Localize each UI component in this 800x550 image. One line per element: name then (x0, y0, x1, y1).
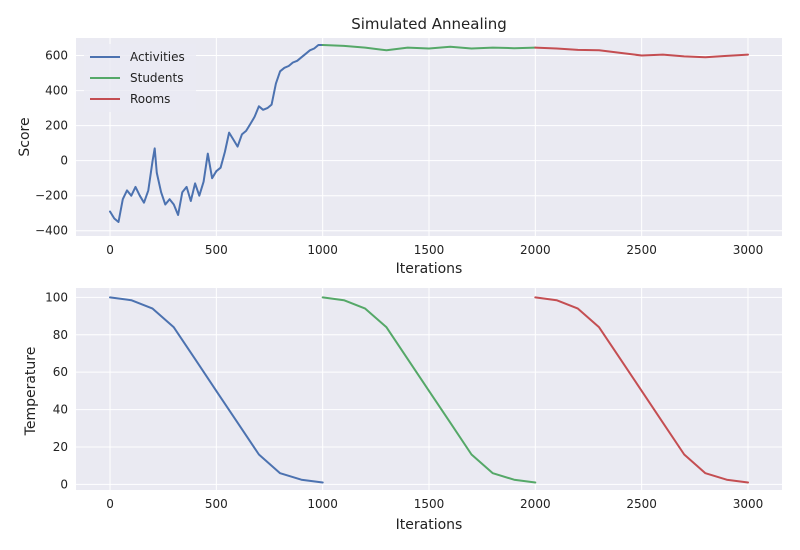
temperature-line-rooms (534, 296, 749, 484)
legend-label-rooms: Rooms (130, 92, 170, 106)
temperature-grid (76, 288, 782, 490)
legend: Activities Students Rooms (84, 44, 196, 112)
temperature-x-tick-label: 2500 (626, 497, 657, 511)
score-line-rooms (534, 46, 749, 59)
temperature-x-axis-label: Iterations (396, 517, 463, 533)
temperature-y-tick-label: 20 (53, 440, 68, 454)
score-lines (109, 44, 749, 223)
score-x-tick-label: 2000 (520, 243, 551, 257)
temperature-line-students (321, 296, 537, 484)
score-line-students (321, 44, 537, 52)
temperature-subplot: 0 500 1000 1500 2000 2500 3000 0 20 40 60 80 100 Ite… (23, 288, 782, 533)
score-y-tick-label: 200 (45, 119, 68, 133)
temperature-y-tick-label: 100 (45, 290, 68, 304)
temperature-x-tick-label: 500 (205, 497, 228, 511)
score-x-tick-label: 1000 (307, 243, 338, 257)
temperature-y-tick-label: 60 (53, 365, 68, 379)
temperature-x-tick-label: 2000 (520, 497, 551, 511)
temperature-x-tick-label: 1000 (307, 497, 338, 511)
legend-entry-activities: Activities (90, 50, 185, 64)
temperature-x-tick-label: 3000 (733, 497, 764, 511)
legend-label-activities: Activities (130, 50, 185, 64)
score-x-tick-label: 500 (205, 243, 228, 257)
score-ticks: 0 500 1000 1500 2000 2500 3000 −400 −200 0 200 400 6… (35, 49, 763, 257)
temperature-x-tick-label: 0 (106, 497, 114, 511)
legend-entry-rooms: Rooms (90, 92, 170, 106)
score-x-tick-label: 3000 (733, 243, 764, 257)
score-y-tick-label: −200 (35, 189, 68, 203)
temperature-y-tick-label: 40 (53, 403, 68, 417)
score-y-tick-label: 600 (45, 49, 68, 63)
temperature-y-tick-label: 0 (60, 477, 68, 491)
score-y-tick-label: −400 (35, 224, 68, 238)
temperature-y-tick-label: 80 (53, 328, 68, 342)
score-line-activities (109, 44, 324, 223)
score-x-tick-label: 0 (106, 243, 114, 257)
score-x-tick-label: 2500 (626, 243, 657, 257)
chart-title: Simulated Annealing (351, 15, 507, 33)
score-x-axis-label: Iterations (396, 261, 463, 277)
score-y-tick-label: 0 (60, 154, 68, 168)
temperature-x-tick-label: 1500 (414, 497, 445, 511)
score-subplot: 0 500 1000 1500 2000 2500 3000 −400 −200 0 200 400 6… (17, 15, 782, 277)
temperature-line-activities (109, 296, 324, 484)
legend-entry-students: Students (90, 71, 184, 85)
legend-label-students: Students (130, 71, 184, 85)
temperature-y-axis-label: Temperature (23, 347, 39, 437)
score-x-tick-label: 1500 (414, 243, 445, 257)
temperature-ticks: 0 500 1000 1500 2000 2500 3000 0 20 40 60 80 100 (45, 290, 763, 511)
temperature-lines (109, 296, 749, 484)
score-y-axis-label: Score (17, 117, 33, 156)
score-y-tick-label: 400 (45, 84, 68, 98)
